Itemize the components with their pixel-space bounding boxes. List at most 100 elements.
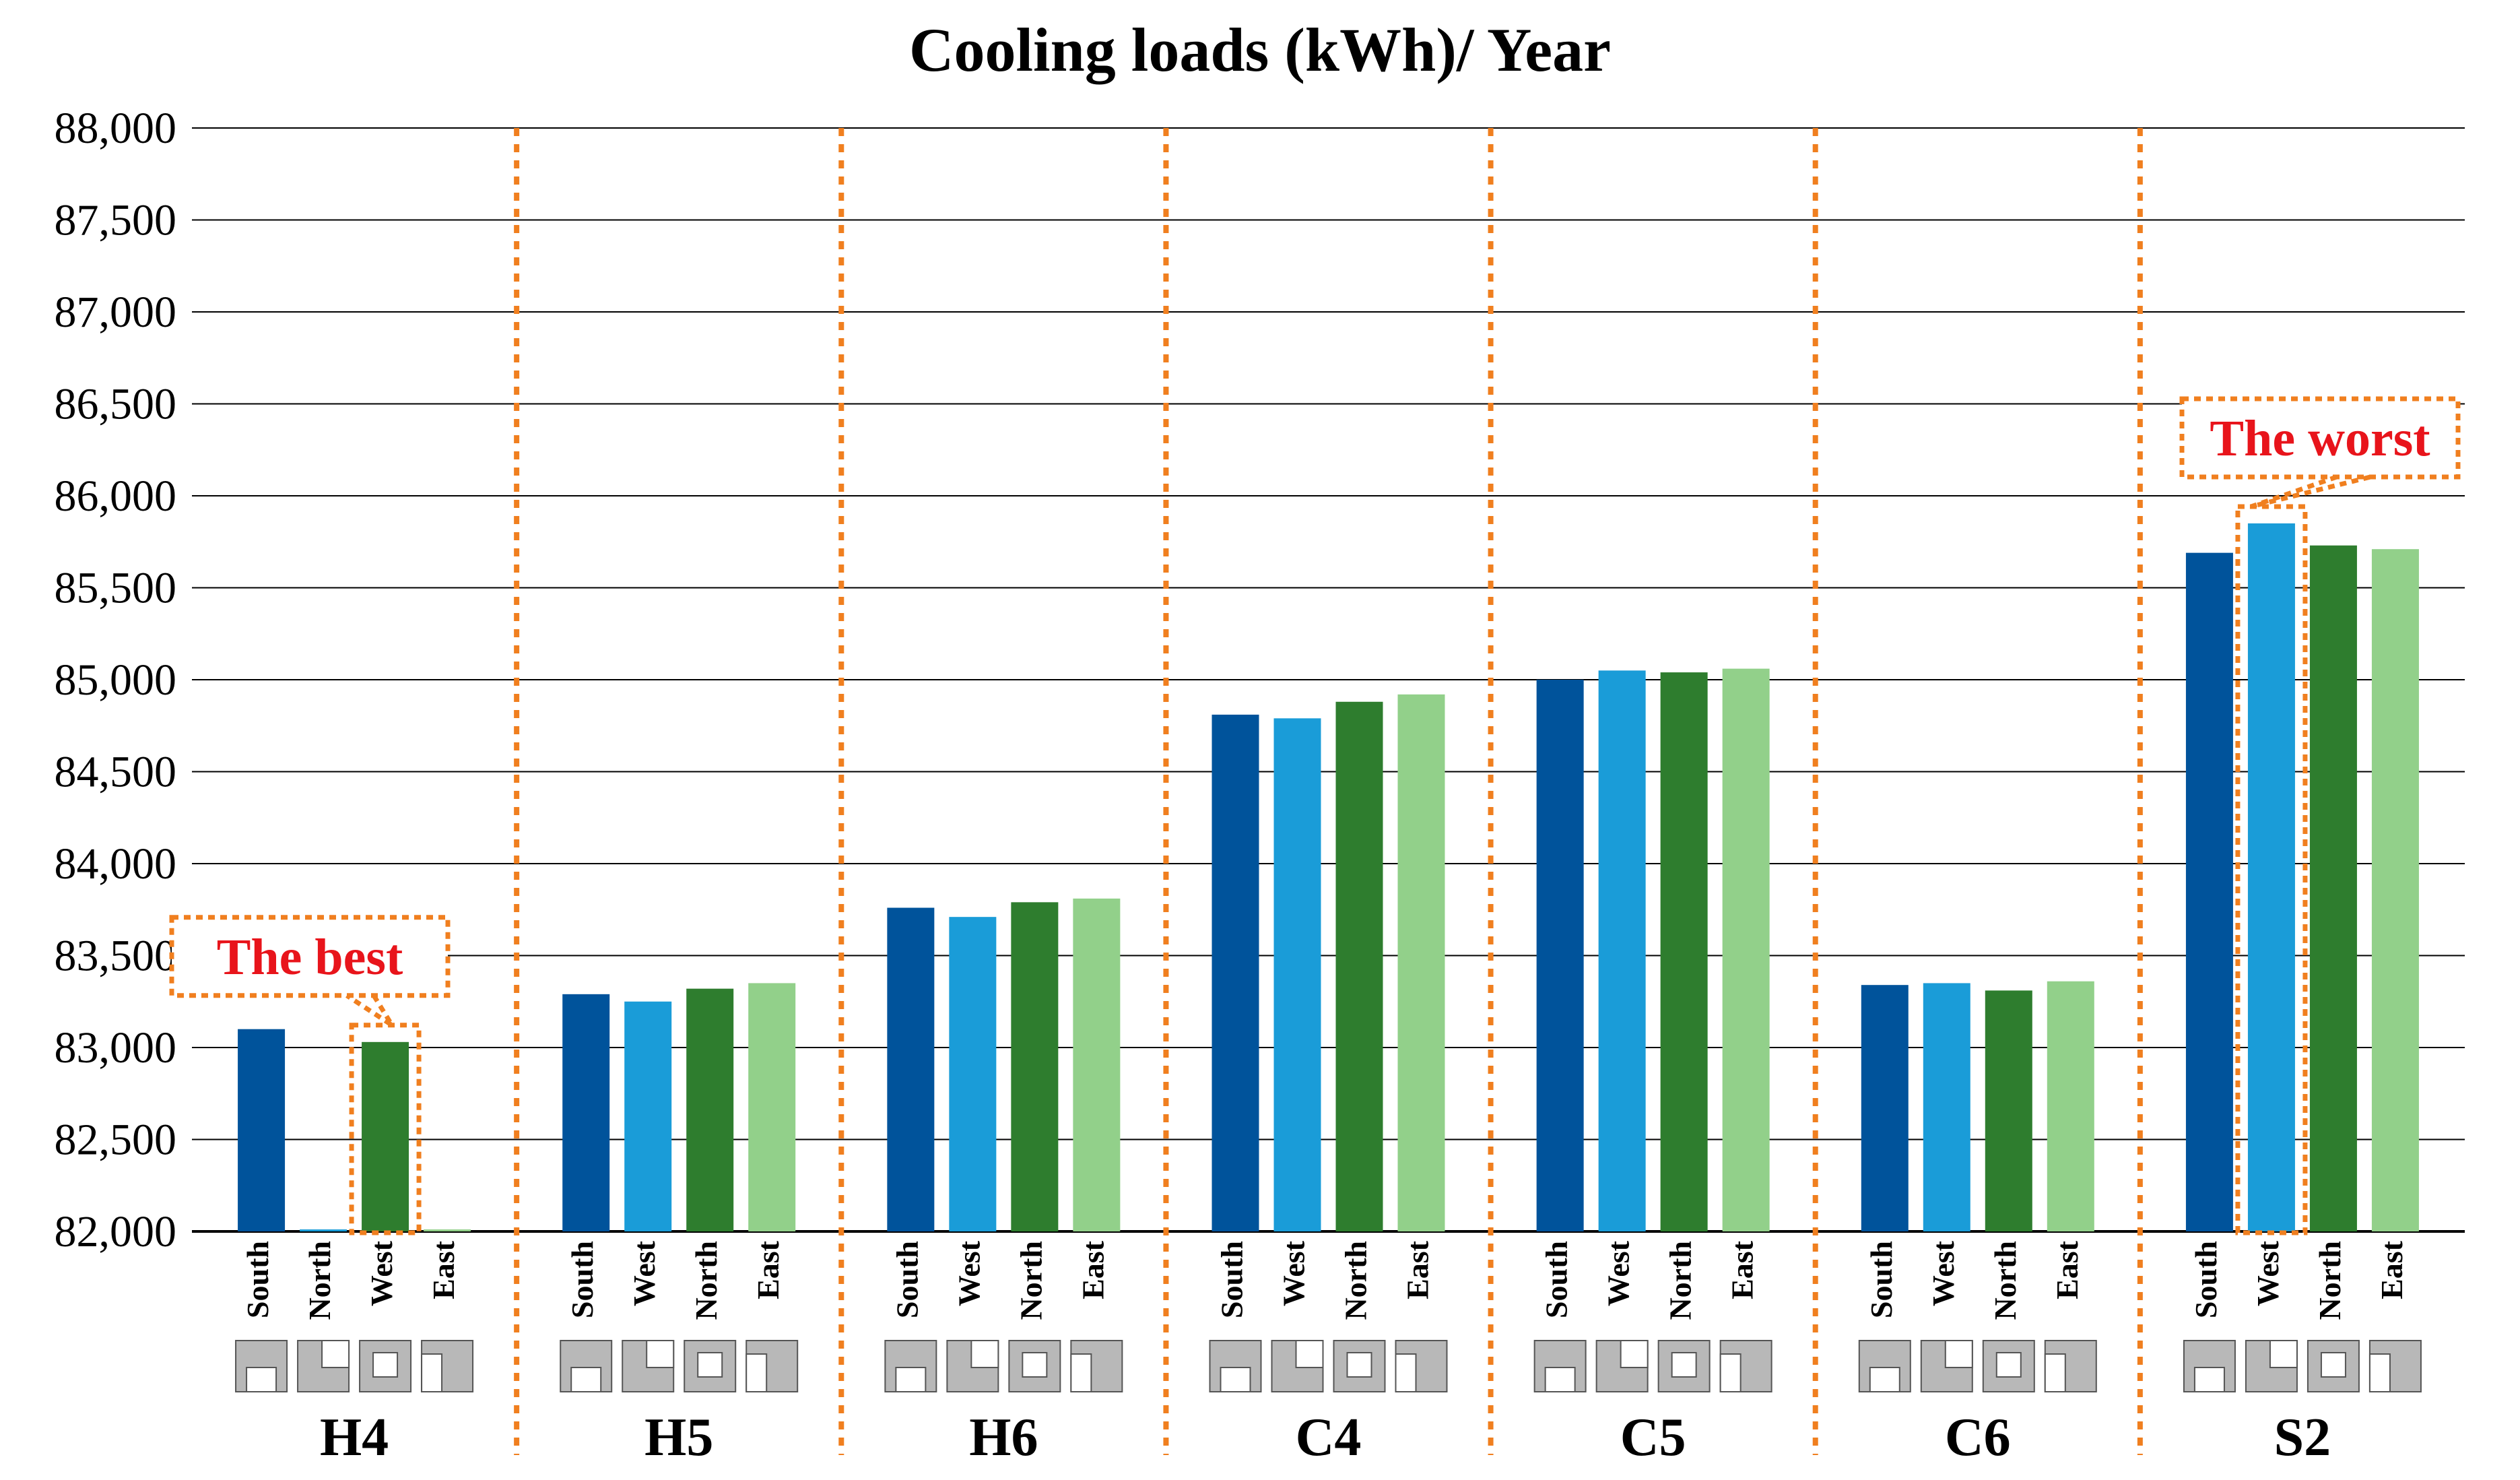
bar-C5-East — [1722, 668, 1770, 1231]
y-tick-label: 86,000 — [55, 472, 177, 521]
bar-C5-West — [1598, 670, 1646, 1231]
bar-C4-East — [1397, 694, 1445, 1231]
plan-icon — [2183, 1340, 2236, 1392]
bar-S2-North — [2309, 545, 2357, 1231]
callout-text: The best — [217, 929, 403, 986]
bar-H4-South — [238, 1029, 286, 1231]
group-label-C6: C6 — [1945, 1408, 2011, 1467]
y-tick-label: 87,000 — [55, 288, 177, 337]
orientation-label: East — [2375, 1240, 2409, 1299]
y-tick-label: 86,500 — [55, 380, 177, 429]
plan-icon — [1858, 1340, 1911, 1392]
plan-icon — [1595, 1340, 1649, 1392]
orientation-label: South — [1864, 1241, 1898, 1318]
bar-C5-South — [1536, 680, 1584, 1231]
orientation-label: West — [2251, 1240, 2285, 1306]
bar-H6-East — [1073, 898, 1121, 1231]
group-label-H5: H5 — [644, 1408, 713, 1467]
bar-C4-West — [1273, 718, 1321, 1231]
y-tick-label: 87,500 — [55, 196, 177, 245]
plan-icon — [1271, 1340, 1324, 1392]
plan-icon — [1209, 1340, 1262, 1392]
plan-icon — [684, 1340, 737, 1392]
bar-S2-West — [2247, 523, 2295, 1232]
orientation-label: East — [2050, 1240, 2084, 1299]
y-axis-tick-labels: 82,000 82,500 83,000 83,500 84,000 84,500 85,0… — [55, 104, 177, 1256]
orientation-label: West — [627, 1240, 661, 1306]
bar-C4-North — [1335, 701, 1383, 1231]
plan-icon — [946, 1340, 999, 1392]
callout-box — [2179, 396, 2461, 480]
bar-H5-South — [562, 994, 610, 1231]
orientation-label: East — [1725, 1240, 1760, 1299]
plan-icon — [1719, 1340, 1772, 1392]
plan-icon — [1070, 1340, 1123, 1392]
y-tick-label: 85,000 — [55, 655, 177, 705]
orientation-label: North — [1663, 1241, 1698, 1320]
highlight-box — [2235, 504, 2308, 1235]
bar-C5-North — [1660, 672, 1708, 1231]
plan-icon — [235, 1340, 288, 1392]
y-tick-label: 82,000 — [55, 1207, 177, 1256]
bar-C6-West — [1923, 983, 1970, 1231]
y-tick-label: 84,500 — [55, 748, 177, 797]
group-labels: H4 H5 H6 C4 C5 C6 S2 — [320, 1408, 2331, 1467]
orientation-label: North — [2313, 1241, 2347, 1320]
bar-H4-North — [300, 1229, 347, 1231]
plan-icon — [1333, 1340, 1386, 1392]
group-label-S2: S2 — [2274, 1408, 2331, 1467]
plan-icon — [1657, 1340, 1711, 1392]
plan-icon — [2245, 1340, 2298, 1392]
y-tick-label: 84,000 — [55, 839, 177, 889]
orientation-label: South — [1215, 1241, 1249, 1318]
bar-S2-South — [2185, 552, 2233, 1231]
orientation-labels: South North West East South West North East Sout… — [240, 1240, 2409, 1320]
bar-S2-East — [2371, 549, 2419, 1231]
plan-icon — [560, 1340, 613, 1392]
bar-H5-East — [748, 983, 796, 1231]
group-separators — [514, 128, 2143, 1455]
bar-C6-East — [2047, 981, 2094, 1231]
highlight-box — [349, 1023, 422, 1235]
orientation-label: South — [2189, 1241, 2223, 1318]
grid-lines — [192, 127, 2465, 1233]
callout-text: The worst — [2210, 410, 2430, 467]
orientation-label: West — [952, 1240, 986, 1306]
plan-icon — [2044, 1340, 2097, 1392]
orientation-label: South — [565, 1241, 599, 1318]
orientation-label: East — [751, 1240, 785, 1299]
group-label-C4: C4 — [1296, 1408, 1362, 1467]
y-tick-label: 82,500 — [55, 1116, 177, 1165]
orientation-label: East — [426, 1240, 461, 1299]
group-label-H6: H6 — [969, 1408, 1038, 1467]
bar-series — [238, 523, 2419, 1232]
plan-icon — [884, 1340, 937, 1392]
plan-icon — [359, 1340, 412, 1392]
plan-icon — [1395, 1340, 1448, 1392]
orientation-label: West — [1277, 1240, 1311, 1306]
y-tick-label: 88,000 — [55, 104, 177, 153]
plan-icon — [1008, 1340, 1061, 1392]
orientation-label: South — [1539, 1241, 1574, 1318]
bar-H5-North — [686, 988, 734, 1231]
plan-icon — [2368, 1340, 2422, 1392]
orientation-label: North — [302, 1241, 337, 1320]
orientation-label: North — [1339, 1241, 1373, 1320]
bar-C6-North — [1985, 990, 2032, 1231]
bar-H6-North — [1011, 902, 1059, 1231]
plan-icons — [235, 1340, 2422, 1392]
plan-icon — [1533, 1340, 1587, 1392]
orientation-label: North — [689, 1241, 723, 1320]
plan-icon — [1920, 1340, 1973, 1392]
plan-icon — [297, 1340, 350, 1392]
orientation-label: West — [1926, 1240, 1960, 1306]
bar-H6-West — [949, 917, 997, 1231]
plan-icon — [421, 1340, 474, 1392]
bar-H4-West — [362, 1041, 409, 1231]
callout-tail — [2250, 474, 2371, 509]
group-label-C5: C5 — [1620, 1408, 1686, 1467]
orientation-label: North — [1014, 1241, 1048, 1320]
orientation-label: West — [1601, 1240, 1636, 1306]
group-label-H4: H4 — [320, 1408, 389, 1467]
bar-H4-East — [424, 1229, 471, 1231]
